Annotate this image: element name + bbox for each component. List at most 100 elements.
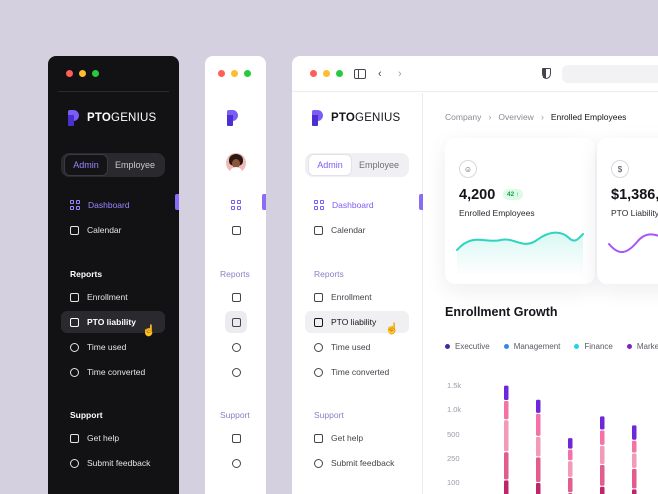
nav-calendar[interactable]: Calendar	[305, 219, 409, 241]
bar-segment[interactable]	[632, 440, 637, 453]
nav-calendar[interactable]: Calendar	[61, 219, 165, 241]
window-controls	[218, 70, 251, 77]
nav-dashboard[interactable]: Dashboard	[305, 194, 409, 216]
legend-item[interactable]: Management	[503, 342, 560, 351]
history-icon[interactable]	[225, 361, 247, 383]
support-heading: Support	[70, 410, 103, 420]
minimize-dot[interactable]	[79, 70, 86, 77]
legend-item[interactable]: Finance	[574, 342, 613, 351]
bar-segment[interactable]	[600, 486, 605, 494]
forward-arrow-icon[interactable]: ›	[398, 68, 402, 80]
address-bar[interactable]	[562, 65, 658, 83]
nav-label: PTO liability	[331, 317, 377, 327]
bar-segment[interactable]	[632, 489, 637, 494]
nav-submit-feedback[interactable]: Submit feedback	[305, 452, 409, 474]
avatar[interactable]	[226, 153, 246, 173]
nav-enrollment[interactable]: Enrollment	[305, 286, 409, 308]
bar-segment[interactable]	[568, 449, 573, 461]
legend-item[interactable]: Marke	[626, 342, 658, 351]
divider	[58, 91, 169, 92]
bar-segment[interactable]	[504, 420, 509, 452]
clock-icon[interactable]	[225, 336, 247, 358]
y-tick: 500	[447, 430, 460, 439]
collapsed-app-window: Reports Support	[205, 56, 266, 494]
ledger-icon[interactable]	[225, 311, 247, 333]
minimize-dot[interactable]	[231, 70, 238, 77]
active-indicator	[175, 194, 179, 210]
bar-segment[interactable]	[536, 457, 541, 482]
close-dot[interactable]	[218, 70, 225, 77]
role-toggle: Admin Employee	[305, 153, 409, 177]
chevron-right-icon: ›	[488, 112, 492, 122]
nav-time-converted[interactable]: Time converted	[305, 361, 409, 383]
bar-segment[interactable]	[536, 399, 541, 413]
history-icon	[70, 367, 79, 377]
legend-item[interactable]: Executive	[445, 342, 490, 351]
maximize-dot[interactable]	[336, 70, 343, 77]
dark-app-window: PTOGENIUS Admin Employee Dashboard Calen…	[48, 56, 179, 494]
maximize-dot[interactable]	[92, 70, 99, 77]
shield-icon[interactable]	[542, 67, 551, 79]
help-icon[interactable]	[225, 427, 247, 449]
bar-segment[interactable]	[600, 416, 605, 430]
bar-segment[interactable]	[504, 385, 509, 401]
help-icon	[70, 433, 79, 443]
maximize-dot[interactable]	[244, 70, 251, 77]
nav-time-used[interactable]: Time used	[305, 336, 409, 358]
nav-enrollment[interactable]: Enrollment	[61, 286, 165, 308]
nav-time-used[interactable]: Time used	[61, 336, 165, 358]
bar-segment[interactable]	[504, 401, 509, 420]
nav-submit-feedback[interactable]: Submit feedback	[61, 452, 165, 474]
bar-segment[interactable]	[536, 413, 541, 436]
bar-segment[interactable]	[536, 482, 541, 494]
bar-segment[interactable]	[504, 480, 509, 494]
breadcrumb-overview[interactable]: Overview	[498, 112, 534, 122]
dashboard-icon[interactable]	[225, 194, 247, 216]
chat-icon	[314, 458, 323, 468]
nav-label: Get help	[331, 433, 364, 443]
bar-segment[interactable]	[632, 425, 637, 440]
admin-tab[interactable]: Admin	[64, 154, 108, 176]
bar-segment[interactable]	[504, 452, 509, 480]
nav-pto-liability[interactable]: PTO liability	[305, 311, 409, 333]
sidebar-toggle-icon[interactable]	[354, 67, 366, 79]
bar-segment[interactable]	[632, 453, 637, 468]
active-indicator	[419, 194, 423, 210]
clipboard-icon	[314, 292, 323, 302]
bar-segment[interactable]	[536, 436, 541, 457]
breadcrumb-company[interactable]: Company	[445, 112, 482, 122]
brand-logo[interactable]: PTOGENIUS	[312, 110, 400, 126]
nav-get-help[interactable]: Get help	[305, 427, 409, 449]
bar-segment[interactable]	[600, 430, 605, 445]
hand-cursor-icon: ☝	[142, 325, 156, 337]
employee-tab[interactable]: Employee	[358, 160, 400, 170]
enrolled-employees-card[interactable]: ☺ 4,200 42 ↑ Enrolled Employees	[445, 138, 595, 284]
admin-tab[interactable]: Admin	[308, 154, 352, 176]
nav-get-help[interactable]: Get help	[61, 427, 165, 449]
pto-liability-card[interactable]: $ $1,386,2 PTO Liability	[597, 138, 658, 284]
sidebar	[292, 93, 423, 494]
calendar-icon[interactable]	[225, 219, 247, 241]
logo-mark-icon[interactable]	[227, 110, 241, 126]
clipboard-icon[interactable]	[225, 286, 247, 308]
nav-time-converted[interactable]: Time converted	[61, 361, 165, 383]
back-arrow-icon[interactable]: ‹	[378, 68, 382, 80]
nav-pto-liability[interactable]: PTO liability	[61, 311, 165, 333]
chat-icon[interactable]	[225, 452, 247, 474]
close-dot[interactable]	[310, 70, 317, 77]
bar-segment[interactable]	[568, 477, 573, 493]
nav-label: Submit feedback	[87, 458, 151, 468]
brand-logo[interactable]: PTOGENIUS	[68, 110, 156, 126]
nav-dashboard[interactable]: Dashboard	[61, 194, 165, 216]
user-circle-icon: ☺	[459, 160, 477, 178]
clock-icon	[70, 342, 79, 352]
bar-segment[interactable]	[568, 461, 573, 477]
bar-segment[interactable]	[600, 465, 605, 486]
bar-segment[interactable]	[600, 445, 605, 465]
close-dot[interactable]	[66, 70, 73, 77]
employee-tab[interactable]: Employee	[114, 160, 156, 170]
minimize-dot[interactable]	[323, 70, 330, 77]
bar-segment[interactable]	[568, 438, 573, 449]
chart-legend: Executive Management Finance Marke	[445, 342, 658, 351]
bar-segment[interactable]	[632, 468, 637, 489]
